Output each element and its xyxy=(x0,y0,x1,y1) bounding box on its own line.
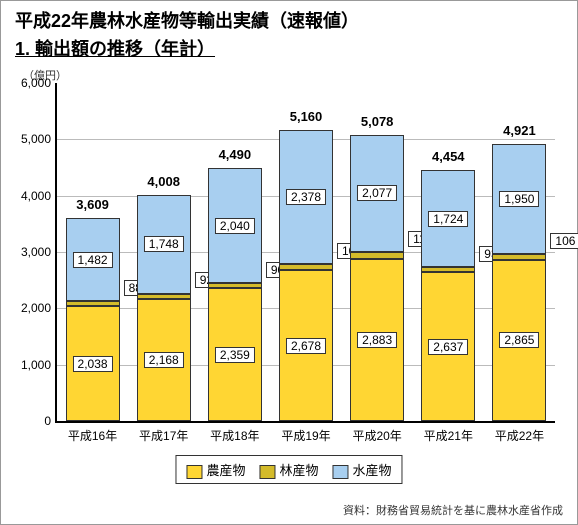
y-tick: 2,000 xyxy=(21,301,51,315)
chart-title: 平成22年農林水産物等輸出実績（速報値） xyxy=(15,7,577,33)
value-label-agri: 2,359 xyxy=(215,347,255,363)
total-label: 5,078 xyxy=(361,114,394,129)
bar-column: 2,6781042,3785,160 xyxy=(279,83,333,421)
x-tick: 平成21年 xyxy=(424,427,473,444)
bar-column: 2,8651061,9504,921 xyxy=(492,83,546,421)
x-tick: 平成17年 xyxy=(139,427,188,444)
total-label: 4,008 xyxy=(147,174,180,189)
y-tick: 1,000 xyxy=(21,358,51,372)
bar-column: 2,038881,4823,609 xyxy=(66,83,120,421)
bar-segment-forest xyxy=(137,294,191,299)
value-label-forest: 106 xyxy=(550,233,578,249)
total-label: 4,454 xyxy=(432,149,465,164)
x-tick: 平成19年 xyxy=(281,427,330,444)
legend-swatch xyxy=(259,465,275,479)
legend-item-forest: 林産物 xyxy=(259,460,318,479)
value-label-marine: 1,482 xyxy=(73,252,113,268)
value-label-marine: 2,077 xyxy=(357,185,397,201)
value-label-agri: 2,883 xyxy=(357,332,397,348)
total-label: 5,160 xyxy=(290,109,323,124)
bar-segment-forest xyxy=(421,267,475,272)
x-tick: 平成18年 xyxy=(210,427,259,444)
bar-column: 2,637931,7244,454 xyxy=(421,83,475,421)
value-label-marine: 1,724 xyxy=(428,211,468,227)
chart-subtitle: 1. 輸出額の推移（年計） xyxy=(15,35,577,61)
total-label: 4,490 xyxy=(219,147,252,162)
legend-swatch xyxy=(186,465,202,479)
value-label-agri: 2,038 xyxy=(73,356,113,372)
bar-segment-forest xyxy=(350,252,404,259)
plot-area: 01,0002,0003,0004,0005,0006,0002,038881,… xyxy=(55,83,555,423)
x-tick: 平成20年 xyxy=(352,427,401,444)
bar-segment-forest xyxy=(492,254,546,260)
x-tick: 平成16年 xyxy=(68,427,117,444)
total-label: 4,921 xyxy=(503,123,536,138)
source-note: 資料：財務省貿易統計を基に農林水産省作成 xyxy=(343,502,563,518)
value-label-agri: 2,865 xyxy=(499,332,539,348)
bar-column: 2,8831182,0775,078 xyxy=(350,83,404,421)
legend-item-marine: 水産物 xyxy=(333,460,392,479)
y-tick: 4,000 xyxy=(21,189,51,203)
legend-item-agri: 農産物 xyxy=(186,460,245,479)
bar-column: 2,168921,7484,008 xyxy=(137,83,191,421)
y-tick: 5,000 xyxy=(21,132,51,146)
value-label-marine: 2,378 xyxy=(286,189,326,205)
legend-swatch xyxy=(333,465,349,479)
bar-segment-forest xyxy=(208,283,262,288)
value-label-agri: 2,678 xyxy=(286,338,326,354)
y-tick: 0 xyxy=(44,414,51,428)
value-label-agri: 2,168 xyxy=(144,352,184,368)
total-label: 3,609 xyxy=(76,197,109,212)
value-label-marine: 1,950 xyxy=(499,191,539,207)
x-tick: 平成22年 xyxy=(495,427,544,444)
bar-column: 2,359902,0404,490 xyxy=(208,83,262,421)
value-label-marine: 2,040 xyxy=(215,218,255,234)
y-tick: 6,000 xyxy=(21,76,51,90)
bar-segment-forest xyxy=(66,301,120,306)
value-label-agri: 2,637 xyxy=(428,339,468,355)
value-label-marine: 1,748 xyxy=(144,236,184,252)
bar-segment-forest xyxy=(279,264,333,270)
legend: 農産物林産物水産物 xyxy=(175,455,402,484)
y-tick: 3,000 xyxy=(21,245,51,259)
